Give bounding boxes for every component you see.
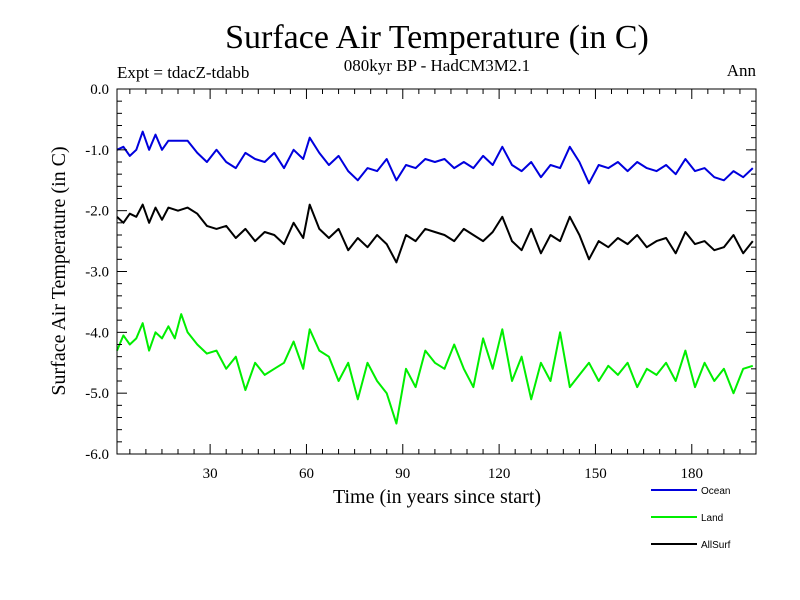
y-tick-label: -5.0 xyxy=(85,386,109,402)
legend-label-ocean: Ocean xyxy=(701,486,730,497)
y-tick-label: -6.0 xyxy=(85,447,109,463)
x-tick-label: 30 xyxy=(203,466,218,482)
x-axis-label: Time (in years since start) xyxy=(333,486,541,508)
x-tick-label: 60 xyxy=(299,466,314,482)
chart-title: Surface Air Temperature (in C) xyxy=(225,19,649,56)
season-label: Ann xyxy=(727,61,757,80)
x-tick-label: 180 xyxy=(681,466,704,482)
x-tick-label: 150 xyxy=(584,466,607,482)
series-line-land xyxy=(116,313,754,425)
experiment-label: Expt = tdacZ-tdabb xyxy=(117,63,249,82)
y-tick-label: -1.0 xyxy=(85,143,109,159)
y-tick-label: 0.0 xyxy=(90,82,109,98)
legend: Ocean Land AllSurf xyxy=(651,486,731,551)
x-tick-label: 120 xyxy=(488,466,511,482)
y-axis-label: Surface Air Temperature (in C) xyxy=(48,146,70,395)
series-layer xyxy=(116,130,754,425)
chart-subtitle: 080kyr BP - HadCM3M2.1 xyxy=(344,56,530,75)
y-tick-label: -3.0 xyxy=(85,265,109,281)
axes-layer: 30 60 90 120 150 180 0.0 -1.0 -2.0 -3.0 -4.0 -5.0 -6… xyxy=(85,82,757,482)
y-tick-label: -2.0 xyxy=(85,204,109,220)
legend-label-allsurf: AllSurf xyxy=(701,540,731,551)
series-line-ocean xyxy=(116,130,754,185)
y-tick-label: -4.0 xyxy=(85,325,109,341)
plot-frame xyxy=(116,88,757,455)
x-tick-label: 90 xyxy=(395,466,410,482)
legend-label-land: Land xyxy=(701,513,723,524)
series-line-allsurf xyxy=(116,203,754,264)
